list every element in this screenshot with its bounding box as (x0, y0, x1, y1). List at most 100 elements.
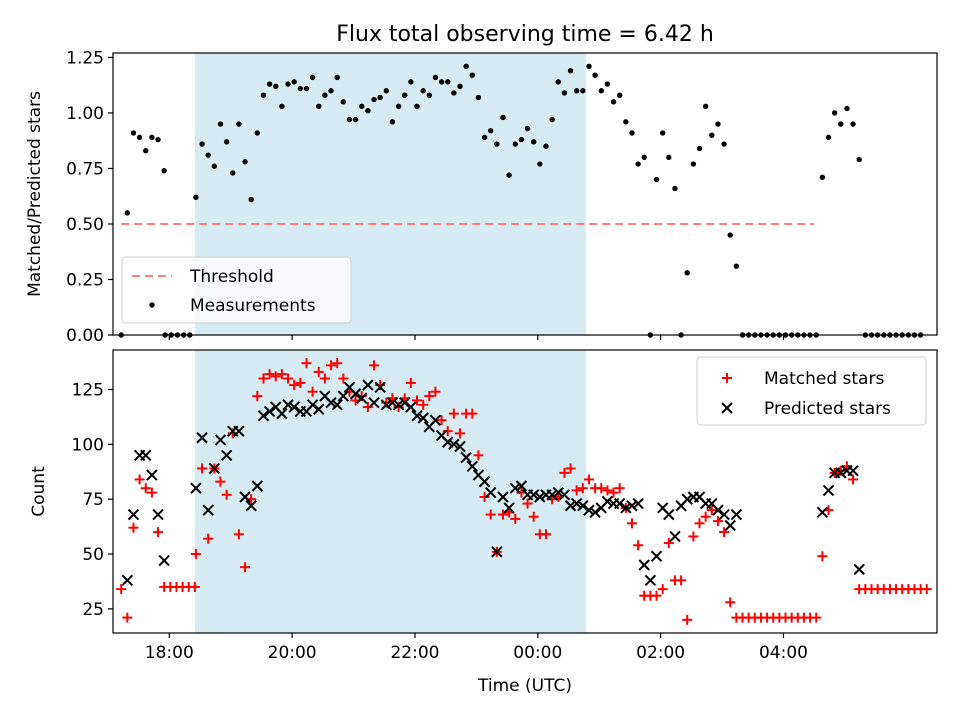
predicted-star-point (152, 508, 164, 521)
legend-predicted-label: Predicted stars (764, 399, 891, 419)
predicted-star-point (626, 500, 638, 512)
top-y-tick-label: 0.25 (66, 270, 104, 290)
predicted-star-point (392, 399, 405, 411)
top-y-tick-label: 0.00 (66, 326, 104, 346)
x-tick-label: 20:00 (268, 643, 317, 663)
measurement-point (285, 81, 291, 87)
matched-star-point (134, 474, 145, 485)
measurement-point (395, 103, 402, 109)
predicted-star-point (515, 480, 528, 492)
matched-star-point (583, 474, 594, 485)
measurement-point (254, 130, 261, 136)
matched-star-point (706, 505, 717, 516)
measurement-point (322, 92, 328, 98)
predicted-star-point (448, 438, 460, 451)
measurement-point (494, 141, 500, 147)
matched-star-point (921, 584, 932, 595)
predicted-star-point (399, 396, 411, 409)
matched-star-point (510, 513, 521, 524)
legend-matched-swatch (722, 373, 732, 383)
measurement-point (223, 139, 230, 145)
matched-star-point (338, 373, 349, 384)
measurement-point (702, 103, 709, 109)
measurement-point (352, 116, 359, 123)
measurement-point (850, 121, 856, 127)
matched-star-point (319, 373, 330, 384)
predicted-star-point (822, 484, 835, 497)
measurement-point (838, 121, 844, 127)
measurement-point (604, 81, 611, 87)
matched-star-point (676, 575, 687, 586)
matched-star-point (657, 584, 668, 595)
matched-star-point (276, 369, 287, 380)
predicted-star-point (644, 574, 657, 587)
predicted-star-point (546, 489, 558, 501)
matched-star-point (252, 391, 263, 402)
measurement-point (371, 96, 377, 103)
measurement-point (377, 94, 383, 101)
measurement-point (856, 156, 862, 163)
predicted-star-point (669, 530, 681, 543)
predicted-star-point (276, 407, 288, 420)
measurement-point (248, 196, 254, 203)
matched-star-point (233, 529, 244, 540)
bottom-legend-box (696, 356, 927, 426)
predicted-star-point (405, 401, 417, 413)
predicted-stars-points (121, 379, 865, 587)
measurement-point (844, 105, 850, 112)
predicted-star-point (663, 508, 675, 521)
predicted-star-point (429, 414, 442, 426)
predicted-star-point (349, 388, 362, 400)
bottom-y-tick-label: 125 (72, 380, 104, 400)
measurement-point (242, 159, 248, 165)
predicted-star-point (233, 425, 245, 437)
matched-star-point (240, 562, 251, 573)
matched-star-point (197, 463, 208, 474)
predicted-star-point (306, 399, 319, 411)
predicted-star-point (534, 491, 546, 503)
predicted-star-point (552, 486, 564, 499)
predicted-star-point (325, 396, 337, 409)
x-tick-label: 22:00 (390, 643, 439, 663)
measurement-point (537, 161, 543, 167)
measurement-point (260, 92, 267, 98)
predicted-star-point (288, 401, 300, 413)
predicted-star-point (570, 497, 583, 510)
predicted-star-point (214, 434, 227, 446)
matched-star-point (258, 373, 269, 384)
matched-star-point (577, 483, 588, 494)
predicted-star-point (583, 504, 595, 516)
measurement-point (653, 176, 660, 183)
matched-star-point (430, 386, 441, 397)
matched-star-point (725, 597, 736, 608)
predicted-star-point (816, 506, 829, 519)
predicted-star-point (466, 460, 478, 472)
measurement-point (543, 143, 549, 149)
bottom-y-tick-label: 50 (82, 545, 104, 565)
predicted-star-point (724, 519, 736, 532)
measurement-point (623, 119, 629, 125)
top-y-tick-label: 1.00 (66, 104, 104, 124)
measurement-point (230, 170, 236, 176)
predicted-star-point (362, 379, 374, 391)
measurement-point (721, 141, 727, 147)
predicted-star-point (718, 508, 730, 521)
measurement-point (211, 163, 218, 169)
measurement-point (402, 92, 408, 98)
legend-threshold-label: Threshold (189, 267, 274, 287)
measurement-point (155, 136, 161, 143)
predicted-star-point (847, 464, 859, 477)
bottom-y-axis-label: Count (29, 466, 49, 517)
predicted-star-point (337, 390, 350, 402)
predicted-star-point (460, 451, 472, 464)
top-y-ticks: 0.00 0.25 0.50 0.75 1.00 1.25 (66, 48, 113, 346)
predicted-star-point (282, 399, 294, 411)
measurement-point (488, 128, 494, 134)
bottom-y-tick-label: 100 (72, 435, 104, 455)
measurement-point (408, 79, 414, 85)
measurement-point (672, 185, 678, 192)
predicted-star-point (239, 491, 251, 503)
predicted-star-point (417, 412, 429, 424)
legend-predicted-swatch (721, 402, 733, 414)
bottom-legend: Matched stars Predicted stars (696, 356, 927, 426)
